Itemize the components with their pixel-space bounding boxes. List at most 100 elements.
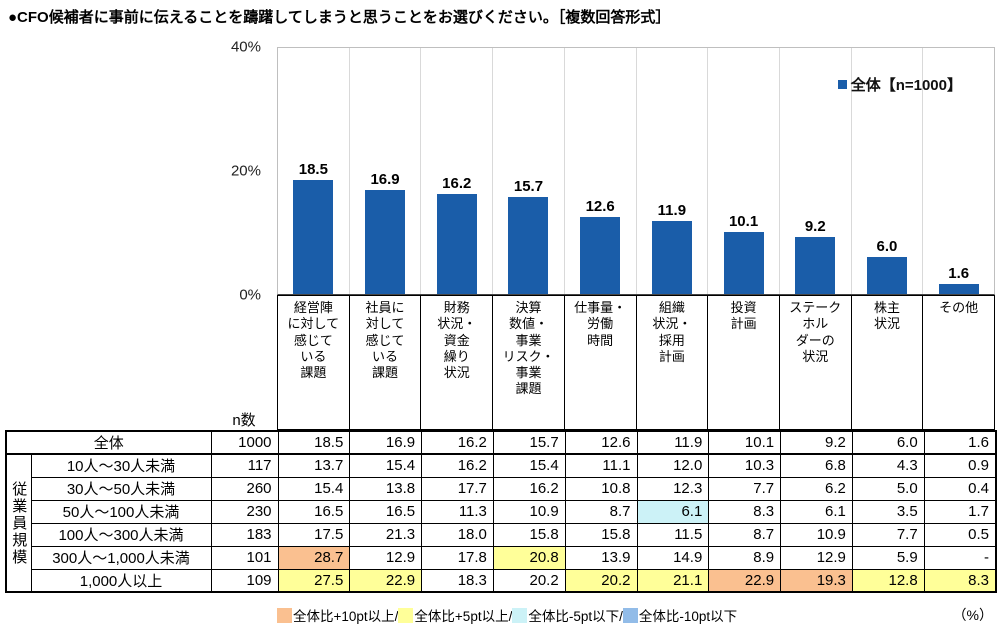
legend-item: 全体比-5pt以下/ [512, 605, 623, 625]
value-cell: 16.5 [277, 499, 351, 524]
bar-value-label: 10.1 [728, 212, 759, 230]
bar [508, 197, 549, 294]
bar [651, 220, 692, 294]
data-table: 全体 1000 18.5 16.9 16.2 15.7 12.6 11.9 10.1 9.2 6.0… [5, 430, 997, 593]
value-cell: 15.7 [492, 430, 566, 455]
value-cell: 21.3 [349, 522, 423, 547]
y-tick-label: 20% [230, 162, 261, 180]
bar [723, 231, 764, 294]
percent-unit-label: （%） [952, 607, 993, 623]
row-label: 50人〜100人未満 [30, 499, 212, 524]
page-title: ●CFO候補者に事前に伝えることを躊躇してしまうと思うことをお選びください。［複… [8, 9, 671, 26]
category-header-cell: 財務 状況・ 資金 繰り 状況 [421, 296, 494, 429]
value-cell: 15.4 [492, 453, 566, 478]
category-header-cell: その他 [939, 300, 979, 315]
bar-value-label: 18.5 [298, 161, 328, 179]
bar [795, 237, 836, 294]
value-cell: 16.2 [421, 430, 494, 455]
value-cell: 0.5 [923, 522, 997, 547]
value-cell: 15.4 [277, 476, 351, 501]
plot-area: 18.5 16.9 16.2 15.7 12.6 11.9 10.1 9.2 6.0 1.6 [277, 47, 995, 295]
row-label: 300人〜1,000人未満 [30, 545, 212, 570]
row-label: 1,000人以上 [30, 568, 212, 593]
color-swatch-icon [512, 607, 528, 623]
value-cell: 12.8 [851, 568, 925, 593]
table-row: 30人〜50人未満 260 15.4 13.8 17.7 16.2 10.8 12.3 7.7 6… [6, 476, 997, 501]
value-cell: 8.3 [923, 568, 997, 593]
chart-column: 18.5 [278, 48, 350, 294]
table-row: 全体 1000 18.5 16.9 16.2 15.7 12.6 11.9 10.1 9.2 6.0… [5, 430, 997, 455]
bar-value-label: 16.9 [370, 171, 400, 189]
value-cell: 28.7 [277, 545, 351, 570]
value-cell: 1.6 [923, 430, 997, 455]
value-cell: 12.3 [636, 476, 710, 501]
legend-item-label: 全体比-5pt以下/ [528, 609, 623, 624]
value-cell: 16.5 [349, 499, 423, 524]
value-cell: 20.8 [492, 545, 566, 570]
value-cell: 16.2 [492, 476, 566, 501]
value-cell: 6.2 [780, 476, 853, 501]
value-cell: 15.4 [349, 453, 423, 478]
n-count-header: n数 [232, 412, 256, 429]
category-header-cell: 仕事量・ 労働 時間 [565, 296, 637, 429]
value-cell: 0.9 [923, 453, 997, 478]
table-body: 全体 1000 18.5 16.9 16.2 15.7 12.6 11.9 10.1 9.2 6.0… [5, 430, 997, 593]
bar-value-label: 9.2 [804, 218, 826, 236]
category-header-cell: 社員に 対して 感じて いる 課題 [350, 296, 422, 429]
color-swatch-icon [398, 607, 414, 623]
n-value: 183 [210, 522, 279, 547]
chart-column: 11.9 [637, 48, 709, 294]
bar [293, 180, 334, 294]
value-cell: 10.8 [564, 476, 638, 501]
value-cell: 12.9 [780, 545, 853, 570]
value-cell: 5.0 [851, 476, 925, 501]
y-tick-label: 40% [230, 38, 261, 56]
value-cell: 13.9 [564, 545, 638, 570]
group-label: 従業員規模 [5, 453, 32, 593]
value-cell: 22.9 [349, 568, 423, 593]
table-row: 従業員規模 10人〜30人未満 117 13.7 15.4 16.2 15.4 11.1 12.… [5, 453, 997, 593]
value-cell: 15.8 [564, 522, 638, 547]
value-cell: 6.0 [851, 430, 925, 455]
value-cell: 11.3 [421, 499, 494, 524]
value-cell: 21.1 [636, 568, 710, 593]
value-cell: 16.2 [421, 453, 494, 478]
value-cell: 9.2 [780, 430, 853, 455]
highlight-legend: 全体比+10pt以上/全体比+5pt以上/全体比-5pt以下/全体比-10pt以… [277, 604, 993, 626]
value-cell: 10.1 [708, 430, 782, 455]
row-label: 10人〜30人未満 [30, 453, 212, 478]
value-cell: 18.3 [421, 568, 494, 593]
bar [436, 194, 477, 294]
chart-legend-label: 全体【n=1000】 [850, 77, 962, 94]
n-value: 101 [210, 545, 279, 570]
value-cell: 17.7 [421, 476, 494, 501]
table-row: 1,000人以上 109 27.5 22.9 18.3 20.2 20.2 21.1 22.9 1… [6, 568, 997, 593]
n-value: 117 [210, 453, 279, 478]
chart-column: 1.6 [923, 48, 994, 294]
color-swatch-icon [622, 607, 638, 623]
value-cell: 17.8 [421, 545, 494, 570]
bar-value-label: 11.9 [657, 201, 687, 219]
value-cell: 6.8 [780, 453, 853, 478]
value-cell: 17.5 [277, 522, 351, 547]
bar [938, 284, 979, 294]
legend-item: 全体比-10pt以下 [622, 605, 737, 625]
value-cell: 8.7 [564, 499, 638, 524]
bar [580, 216, 621, 294]
category-header-cell: 投資 計画 [708, 296, 780, 429]
value-cell: 0.4 [923, 476, 997, 501]
value-cell: 10.9 [780, 522, 853, 547]
row-label: 30人〜50人未満 [30, 476, 212, 501]
value-cell: 6.1 [780, 499, 853, 524]
row-label: 100人〜300人未満 [30, 522, 212, 547]
chart-legend: 全体【n=1000】 [837, 74, 962, 95]
bar-value-label: 12.6 [585, 197, 615, 215]
value-cell: 12.6 [564, 430, 638, 455]
n-value: 109 [210, 568, 279, 593]
legend-item: 全体比+10pt以上/ [277, 605, 398, 625]
legend-swatch-icon [837, 80, 847, 89]
chart-column: 16.2 [421, 48, 494, 294]
value-cell: 1.7 [923, 499, 997, 524]
category-header-cell: ステーク ホル ダーの 状況 [780, 296, 852, 429]
